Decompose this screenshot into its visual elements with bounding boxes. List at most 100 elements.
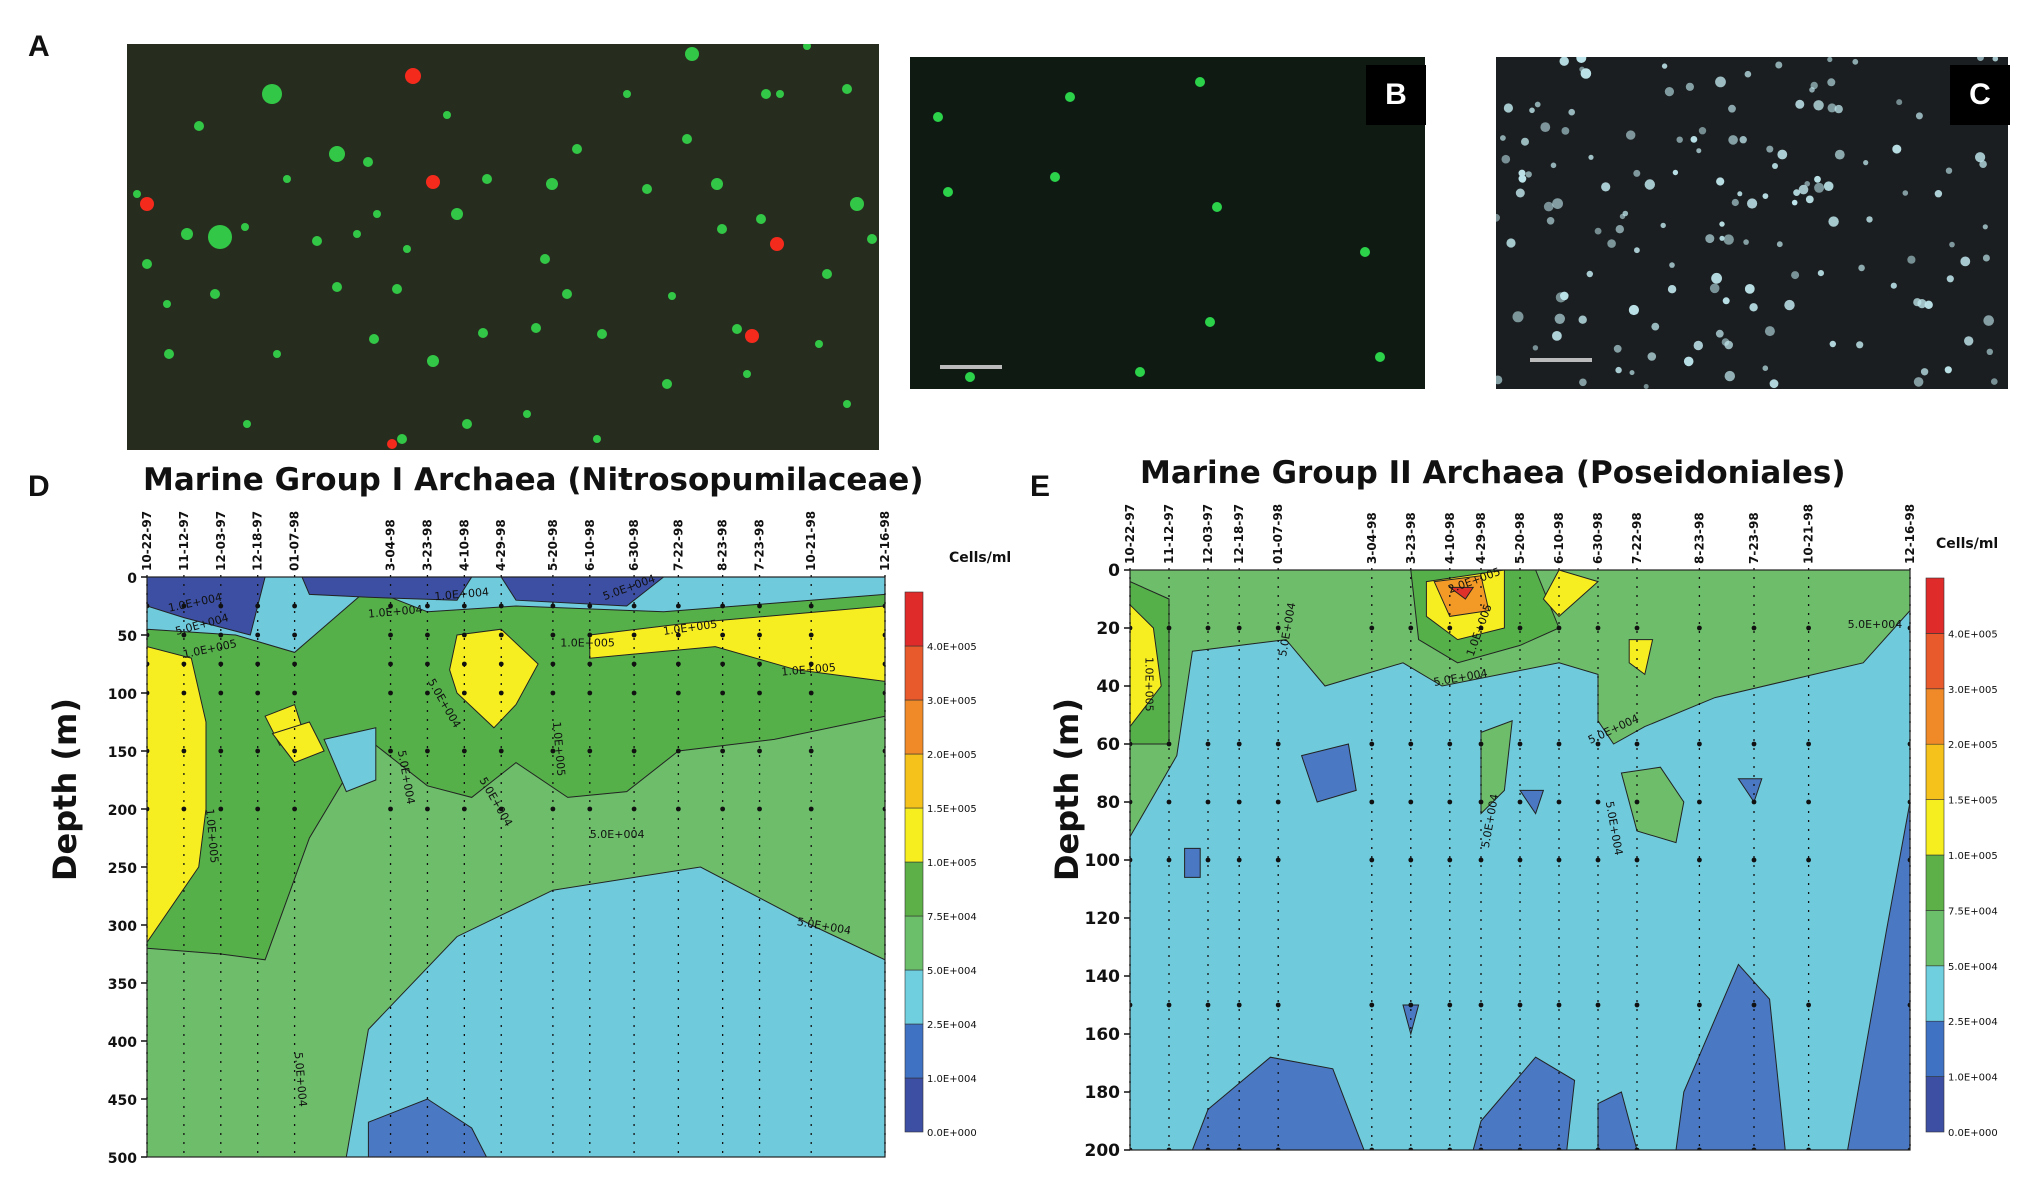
dapi-cell xyxy=(1827,57,1833,63)
panel-label-e: E xyxy=(1030,470,1051,503)
dapi-cell xyxy=(1983,315,1994,326)
sample-point xyxy=(1806,857,1811,863)
dapi-cell xyxy=(1892,144,1902,154)
depth-tick-label: 60 xyxy=(1096,735,1120,755)
sample-point xyxy=(1205,1002,1211,1008)
sample-point xyxy=(1697,741,1702,747)
contour-region xyxy=(1130,581,1170,745)
dapi-cell xyxy=(1676,136,1683,143)
green-cell xyxy=(623,90,631,98)
sample-point xyxy=(1369,741,1375,747)
dapi-cell xyxy=(1543,201,1554,212)
sample-point xyxy=(720,661,726,667)
green-cell xyxy=(353,230,361,238)
contour-label: 5.0E+004 xyxy=(1276,601,1298,657)
date-tick-label: 10-22-97 xyxy=(140,511,154,571)
colorbar-label: 4.0E+005 xyxy=(1948,629,1998,640)
dapi-cell xyxy=(1823,181,1834,191)
dapi-cell xyxy=(1986,348,1993,355)
green-cell xyxy=(776,90,784,98)
dapi-cell xyxy=(1979,160,1987,168)
dapi-cell xyxy=(1644,179,1655,190)
colorbar-band xyxy=(1925,743,1945,800)
colorbar-label: 2.0E+005 xyxy=(927,750,977,761)
green-cell xyxy=(443,111,451,119)
depth-tick-label: 100 xyxy=(108,687,137,703)
scale-bar xyxy=(940,365,1002,369)
green-cell xyxy=(531,323,541,333)
green-cell xyxy=(482,174,492,184)
sample-point xyxy=(1751,857,1757,863)
dapi-cell xyxy=(1907,255,1916,264)
green-cell xyxy=(373,210,381,218)
green-cell xyxy=(262,84,282,104)
dapi-cell xyxy=(1667,285,1677,294)
sample-point xyxy=(1275,1147,1281,1150)
dapi-cell xyxy=(1576,57,1587,63)
contour-region xyxy=(367,1098,488,1157)
sample-point xyxy=(1907,1002,1910,1008)
micrograph-b xyxy=(910,57,1425,389)
sample-point xyxy=(255,748,261,754)
sample-point xyxy=(757,806,762,812)
sample-point xyxy=(1408,1002,1414,1008)
date-tick-label: 7-23-98 xyxy=(1747,512,1761,564)
sample-point xyxy=(255,632,261,638)
green-cell xyxy=(181,228,193,240)
dapi-cell xyxy=(1902,190,1909,196)
sample-point xyxy=(461,632,467,638)
green-cell xyxy=(208,225,232,249)
green-cell xyxy=(685,47,699,61)
sample-point xyxy=(181,603,187,609)
contour-base xyxy=(1130,570,1910,1150)
colorbar-band xyxy=(904,1023,924,1079)
contour-label: 5.0E+004 xyxy=(292,1052,310,1108)
colorbar-band xyxy=(1925,854,1945,911)
sample-point xyxy=(675,603,681,609)
dapi-cell xyxy=(1827,78,1836,87)
dapi-cell xyxy=(1696,148,1702,154)
sample-point xyxy=(808,806,814,812)
chart-e-title: Marine Group II Archaea (Poseidoniales) xyxy=(1140,455,1846,491)
contour-region xyxy=(1191,1056,1365,1150)
dapi-cell xyxy=(1749,303,1758,312)
dapi-cell xyxy=(1814,182,1825,193)
contour-region xyxy=(449,628,539,729)
contour-region xyxy=(301,577,473,601)
depth-tick-label: 500 xyxy=(108,1151,137,1167)
sample-point xyxy=(255,690,261,696)
panel-label-a: A xyxy=(28,30,50,63)
date-tick-label: 6-30-98 xyxy=(627,519,641,571)
colorbar-label: 0.0E+000 xyxy=(927,1128,977,1139)
sample-point xyxy=(1205,625,1211,631)
dapi-cell xyxy=(1766,145,1774,153)
colorbar-band xyxy=(904,915,924,971)
sample-point xyxy=(1806,625,1811,631)
green-cell xyxy=(642,184,652,194)
sample-point xyxy=(181,690,187,696)
green-cell xyxy=(427,355,439,367)
sample-point xyxy=(1275,799,1281,805)
sample-point xyxy=(1478,857,1484,863)
depth-tick-label: 40 xyxy=(1096,677,1120,697)
dapi-cell xyxy=(1578,315,1587,324)
date-tick-label: 6-10-98 xyxy=(1552,512,1566,564)
contour-label: 2.0E+005 xyxy=(1446,565,1502,596)
contour-label: 1.0E+005 xyxy=(550,721,568,777)
dapi-cell xyxy=(1731,198,1739,207)
dapi-cell xyxy=(1552,198,1563,210)
green-cell xyxy=(241,223,249,231)
sample-point xyxy=(1408,857,1414,863)
sample-point xyxy=(1408,741,1414,747)
date-tick-label: 4-10-98 xyxy=(1443,512,1457,564)
sample-point xyxy=(808,632,814,638)
sample-point xyxy=(1478,741,1484,747)
dapi-cell xyxy=(1723,234,1734,245)
depth-tick-label: 100 xyxy=(1085,851,1121,871)
sample-point xyxy=(1806,1002,1811,1008)
dapi-cell xyxy=(1858,264,1865,272)
dapi-cell xyxy=(1991,378,1998,385)
green-cell xyxy=(163,300,171,308)
dapi-cell xyxy=(1809,87,1815,93)
sample-point xyxy=(1205,741,1211,747)
